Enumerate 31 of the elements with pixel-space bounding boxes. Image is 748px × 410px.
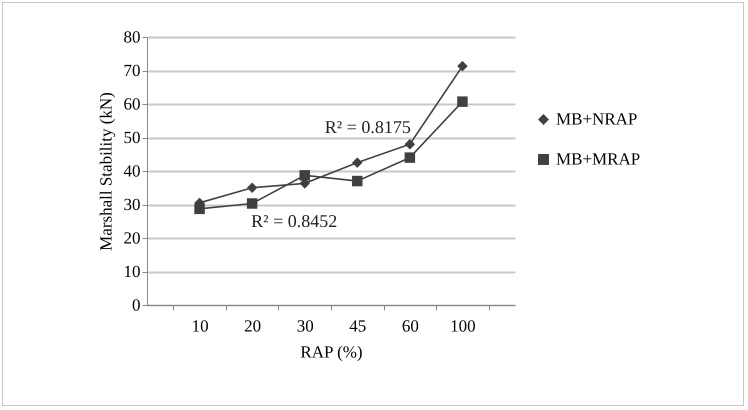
y-tick-label: 60: [124, 94, 140, 114]
x-tick-label: 10: [192, 316, 209, 336]
annotation: R² = 0.8452: [251, 210, 338, 231]
x-tick-label: 30: [296, 316, 314, 336]
point: [404, 152, 416, 163]
x-tick-label: 60: [402, 316, 419, 336]
point: [299, 170, 310, 181]
point: [246, 182, 258, 193]
point: [457, 96, 468, 107]
point: [246, 198, 258, 209]
y-tick-label: 20: [124, 228, 140, 248]
legend-label: MB+NRAP: [556, 110, 638, 128]
x-tick-label: 20: [244, 316, 262, 336]
point: [194, 204, 205, 214]
legend-label: MB+MRAP: [556, 150, 640, 168]
y-tick-label: 10: [124, 262, 140, 281]
x-axis-title: RAP (%): [300, 342, 363, 362]
x-tick-label: 45: [349, 316, 366, 336]
point: [404, 138, 416, 150]
x-tick-label: 100: [450, 316, 476, 336]
annotation: R² = 0.8175: [324, 117, 411, 138]
y-tick-label: 50: [124, 128, 140, 147]
y-tick-label: 80: [124, 28, 140, 46]
y-tick-label: 70: [124, 61, 140, 80]
y-axis-title: Marshall Stability (kN): [96, 92, 116, 251]
y-tick-label: 30: [124, 195, 140, 214]
point: [352, 157, 363, 168]
point: [457, 60, 468, 72]
y-tick-label: 0: [132, 296, 140, 314]
y-tick-label: 40: [124, 162, 140, 180]
point: [352, 176, 363, 186]
